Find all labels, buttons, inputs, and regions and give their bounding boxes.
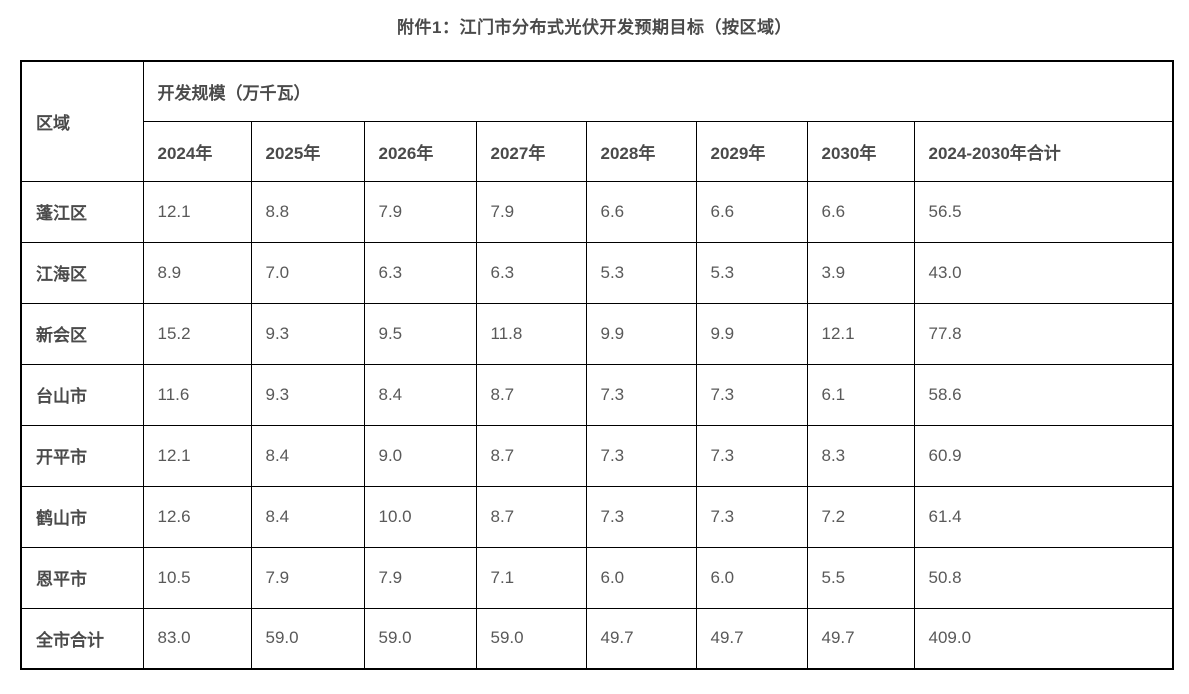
value-cell: 11.6 (142, 363, 252, 426)
region-cell: 全市合计 (20, 607, 144, 670)
year-header-2024: 2024年 (142, 120, 252, 182)
value-cell: 50.8 (913, 546, 1174, 609)
year-header-2025: 2025年 (250, 120, 365, 182)
value-cell: 7.0 (250, 241, 365, 304)
table-row: 江海区 8.9 7.0 6.3 6.3 5.3 5.3 3.9 43.0 (20, 241, 1174, 304)
value-cell: 7.3 (585, 424, 697, 487)
year-header-2026: 2026年 (363, 120, 477, 182)
value-cell: 12.1 (142, 180, 252, 243)
region-cell: 蓬江区 (20, 180, 144, 243)
value-cell: 7.9 (250, 546, 365, 609)
year-header-2029: 2029年 (695, 120, 808, 182)
value-cell: 6.6 (806, 180, 915, 243)
value-cell: 8.9 (142, 241, 252, 304)
value-cell: 6.0 (585, 546, 697, 609)
region-cell: 江海区 (20, 241, 144, 304)
value-cell: 8.7 (475, 363, 587, 426)
value-cell: 7.9 (475, 180, 587, 243)
table-row: 开平市 12.1 8.4 9.0 8.7 7.3 7.3 8.3 60.9 (20, 424, 1174, 487)
table-row: 恩平市 10.5 7.9 7.9 7.1 6.0 6.0 5.5 50.8 (20, 546, 1174, 609)
header-row-years: 2024年 2025年 2026年 2027年 2028年 2029年 2030… (21, 120, 1174, 182)
table-row: 台山市 11.6 9.3 8.4 8.7 7.3 7.3 6.1 58.6 (20, 363, 1174, 426)
value-cell: 15.2 (142, 302, 252, 365)
value-cell: 9.3 (250, 363, 365, 426)
year-header-2030: 2030年 (806, 120, 915, 182)
value-cell: 49.7 (695, 607, 808, 670)
value-cell: 49.7 (806, 607, 915, 670)
value-cell: 58.6 (913, 363, 1174, 426)
value-cell: 10.5 (142, 546, 252, 609)
value-cell: 6.0 (695, 546, 808, 609)
region-cell: 台山市 (20, 363, 144, 426)
year-header-2027: 2027年 (475, 120, 587, 182)
table-row: 新会区 15.2 9.3 9.5 11.8 9.9 9.9 12.1 77.8 (20, 302, 1174, 365)
value-cell: 12.1 (142, 424, 252, 487)
value-cell: 8.4 (363, 363, 477, 426)
value-cell: 7.3 (695, 485, 808, 548)
value-cell: 6.6 (585, 180, 697, 243)
value-cell: 7.9 (363, 546, 477, 609)
year-header-total: 2024-2030年合计 (913, 120, 1174, 182)
value-cell: 43.0 (913, 241, 1174, 304)
value-cell: 59.0 (250, 607, 365, 670)
header-row-scale: 区域 开发规模（万千瓦） (20, 60, 1174, 182)
value-cell: 6.1 (806, 363, 915, 426)
value-cell: 49.7 (585, 607, 697, 670)
value-cell: 7.3 (695, 424, 808, 487)
value-cell: 5.5 (806, 546, 915, 609)
page-title: 附件1：江门市分布式光伏开发预期目标（按区域） (397, 18, 792, 37)
value-cell: 7.2 (806, 485, 915, 548)
value-cell: 3.9 (806, 241, 915, 304)
table-row-total: 全市合计 83.0 59.0 59.0 59.0 49.7 49.7 49.7 … (20, 607, 1174, 670)
value-cell: 7.3 (585, 363, 697, 426)
value-cell: 10.0 (363, 485, 477, 548)
year-header-2028: 2028年 (585, 120, 697, 182)
header-cell-scale: 开发规模（万千瓦） (142, 60, 1174, 122)
value-cell: 5.3 (695, 241, 808, 304)
value-cell: 7.9 (363, 180, 477, 243)
header-cell-region: 区域 (20, 60, 144, 182)
value-cell: 9.9 (695, 302, 808, 365)
value-cell: 7.3 (695, 363, 808, 426)
value-cell: 6.6 (695, 180, 808, 243)
value-cell: 56.5 (913, 180, 1174, 243)
region-cell: 恩平市 (20, 546, 144, 609)
value-cell: 5.3 (585, 241, 697, 304)
table-row: 鹤山市 12.6 8.4 10.0 8.7 7.3 7.3 7.2 61.4 (20, 485, 1174, 548)
value-cell: 59.0 (363, 607, 477, 670)
value-cell: 60.9 (913, 424, 1174, 487)
value-cell: 12.6 (142, 485, 252, 548)
value-cell: 9.0 (363, 424, 477, 487)
value-cell: 7.3 (585, 485, 697, 548)
table-row: 蓬江区 12.1 8.8 7.9 7.9 6.6 6.6 6.6 56.5 (20, 180, 1174, 243)
value-cell: 9.5 (363, 302, 477, 365)
value-cell: 12.1 (806, 302, 915, 365)
targets-table: 区域 开发规模（万千瓦） 2024年 2025年 2026年 2027年 202… (20, 60, 1174, 670)
value-cell: 77.8 (913, 302, 1174, 365)
value-cell: 9.3 (250, 302, 365, 365)
value-cell: 11.8 (475, 302, 587, 365)
value-cell: 83.0 (142, 607, 252, 670)
region-cell: 鹤山市 (20, 485, 144, 548)
value-cell: 409.0 (913, 607, 1174, 670)
value-cell: 6.3 (475, 241, 587, 304)
region-cell: 开平市 (20, 424, 144, 487)
value-cell: 8.4 (250, 424, 365, 487)
value-cell: 8.7 (475, 485, 587, 548)
value-cell: 8.8 (250, 180, 365, 243)
value-cell: 59.0 (475, 607, 587, 670)
region-cell: 新会区 (20, 302, 144, 365)
value-cell: 6.3 (363, 241, 477, 304)
value-cell: 7.1 (475, 546, 587, 609)
value-cell: 9.9 (585, 302, 697, 365)
value-cell: 61.4 (913, 485, 1174, 548)
value-cell: 8.3 (806, 424, 915, 487)
value-cell: 8.7 (475, 424, 587, 487)
value-cell: 8.4 (250, 485, 365, 548)
